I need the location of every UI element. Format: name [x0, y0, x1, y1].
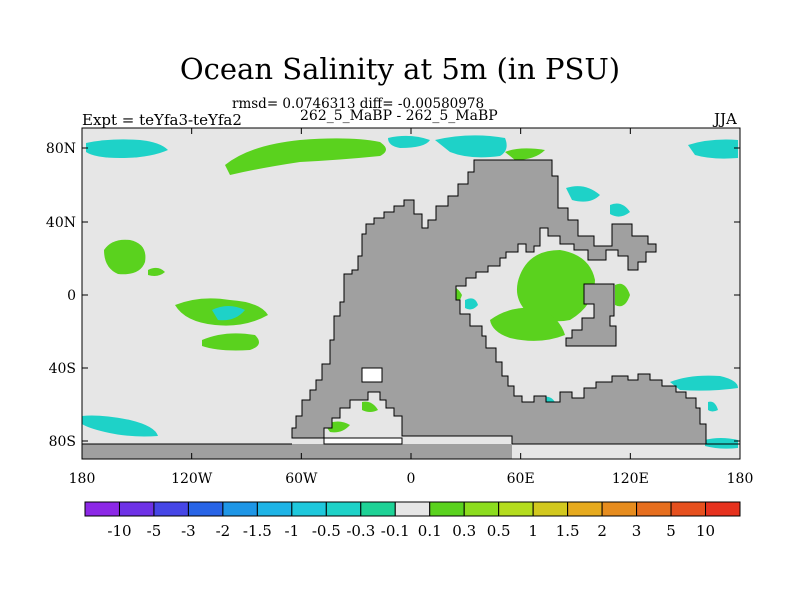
anomaly-patch — [670, 375, 738, 391]
colorbar-swatch — [705, 501, 741, 517]
colorbar-label: -0.3 — [346, 522, 375, 540]
experiment-label: Expt = teYfa3-teYfa2 — [82, 111, 242, 129]
anomaly-patch — [225, 138, 386, 175]
y-tick-label: 80N — [46, 141, 76, 157]
colorbar: -10 -5 -3 -2 -1.5 -1 -0.5 -0.3 -0.1 0.1 0.3 0.5 1 1.5… — [84, 501, 741, 540]
colorbar-label: 5 — [666, 522, 676, 540]
colorbar-swatch — [256, 501, 293, 517]
colorbar-swatch — [394, 501, 431, 517]
anomaly-patch — [615, 283, 630, 307]
anomaly-patch — [610, 203, 630, 217]
colorbar-label: 0.3 — [452, 522, 476, 540]
anomaly-patch — [148, 267, 165, 276]
colorbar-swatch — [532, 501, 569, 517]
colorbar-label: -3 — [181, 522, 196, 540]
anomaly-patch — [104, 239, 146, 275]
supercontinent — [291, 159, 707, 445]
colorbar-swatch — [118, 501, 155, 517]
colorbar-label: 0.1 — [418, 522, 442, 540]
anomaly-patch — [465, 298, 478, 310]
colorbar-swatch — [84, 501, 120, 517]
colorbar-swatch — [567, 501, 603, 517]
colorbar-label: -1.5 — [243, 522, 272, 540]
anomaly-patch — [82, 415, 158, 437]
anomaly-patch — [202, 333, 259, 351]
land-masses — [82, 159, 740, 459]
anomaly-patch — [566, 186, 600, 202]
colorbar-label: -1 — [285, 522, 300, 540]
inland-sea — [361, 367, 383, 383]
colorbar-label: 1 — [528, 522, 538, 540]
colorbar-swatch — [601, 501, 638, 517]
x-tick-label: 120W — [171, 471, 213, 487]
map-title: Ocean Salinity at 5m (in PSU) — [179, 52, 621, 86]
x-tick-label: 0 — [407, 471, 416, 487]
colorbar-swatch — [429, 501, 465, 517]
colorbar-label: 2 — [597, 522, 607, 540]
anomaly-patch — [708, 401, 718, 412]
x-tick-label: 60W — [285, 471, 318, 487]
anomaly-patch — [86, 139, 168, 158]
x-tick-label: 180 — [69, 471, 96, 487]
y-tick-label: 0 — [67, 288, 76, 304]
colorbar-label: 10 — [696, 522, 715, 540]
colorbar-label: 3 — [632, 522, 642, 540]
colorbar-swatch — [636, 501, 672, 517]
colorbar-swatch — [222, 501, 258, 517]
colorbar-swatch — [498, 501, 534, 517]
anomaly-patch — [435, 135, 507, 158]
season-label: JJA — [714, 110, 737, 128]
colorbar-swatch — [153, 501, 189, 517]
anomaly-patch — [505, 148, 545, 160]
y-tick-label: 80S — [49, 434, 76, 450]
anomaly-patch — [516, 250, 595, 322]
colorbar-swatch — [187, 501, 224, 517]
colorbar-label: -10 — [107, 522, 131, 540]
anomaly-patch — [688, 139, 738, 159]
statistics-line: rmsd= 0.0746313 diff= -0.00580978 — [232, 96, 485, 112]
colorbar-swatch — [291, 501, 327, 517]
colorbar-swatch — [360, 501, 396, 517]
colorbar-swatch — [670, 501, 707, 517]
eastern-island — [565, 283, 617, 347]
axis-ticks: 80N 40N 0 40S 80S 180 120W 60W 0 60E 120E 180 — [46, 128, 753, 487]
anomaly-patch — [362, 401, 378, 412]
x-tick-label: 60E — [507, 471, 535, 487]
colorbar-label: -0.5 — [312, 522, 341, 540]
y-tick-label: 40N — [46, 215, 76, 231]
colorbar-label: -2 — [216, 522, 231, 540]
anomaly-patch — [388, 135, 430, 148]
colorbar-label: 1.5 — [556, 522, 580, 540]
colorbar-label: 0.5 — [487, 522, 511, 540]
experiment-subtitle: 262_5_MaBP - 262_5_MaBP — [300, 108, 498, 124]
x-tick-label: 120E — [612, 471, 649, 487]
colorbar-swatch — [463, 501, 500, 517]
colorbar-label: -5 — [147, 522, 162, 540]
colorbar-swatch — [325, 501, 362, 517]
anomaly-patch — [212, 306, 245, 321]
anomaly-patch — [490, 307, 565, 341]
x-tick-label: 180 — [727, 471, 754, 487]
y-tick-label: 40S — [49, 361, 76, 377]
southern-land-strip — [82, 444, 512, 459]
colorbar-label: -0.1 — [381, 522, 410, 540]
anomaly-patch — [705, 438, 738, 449]
southern-sea — [323, 437, 403, 445]
